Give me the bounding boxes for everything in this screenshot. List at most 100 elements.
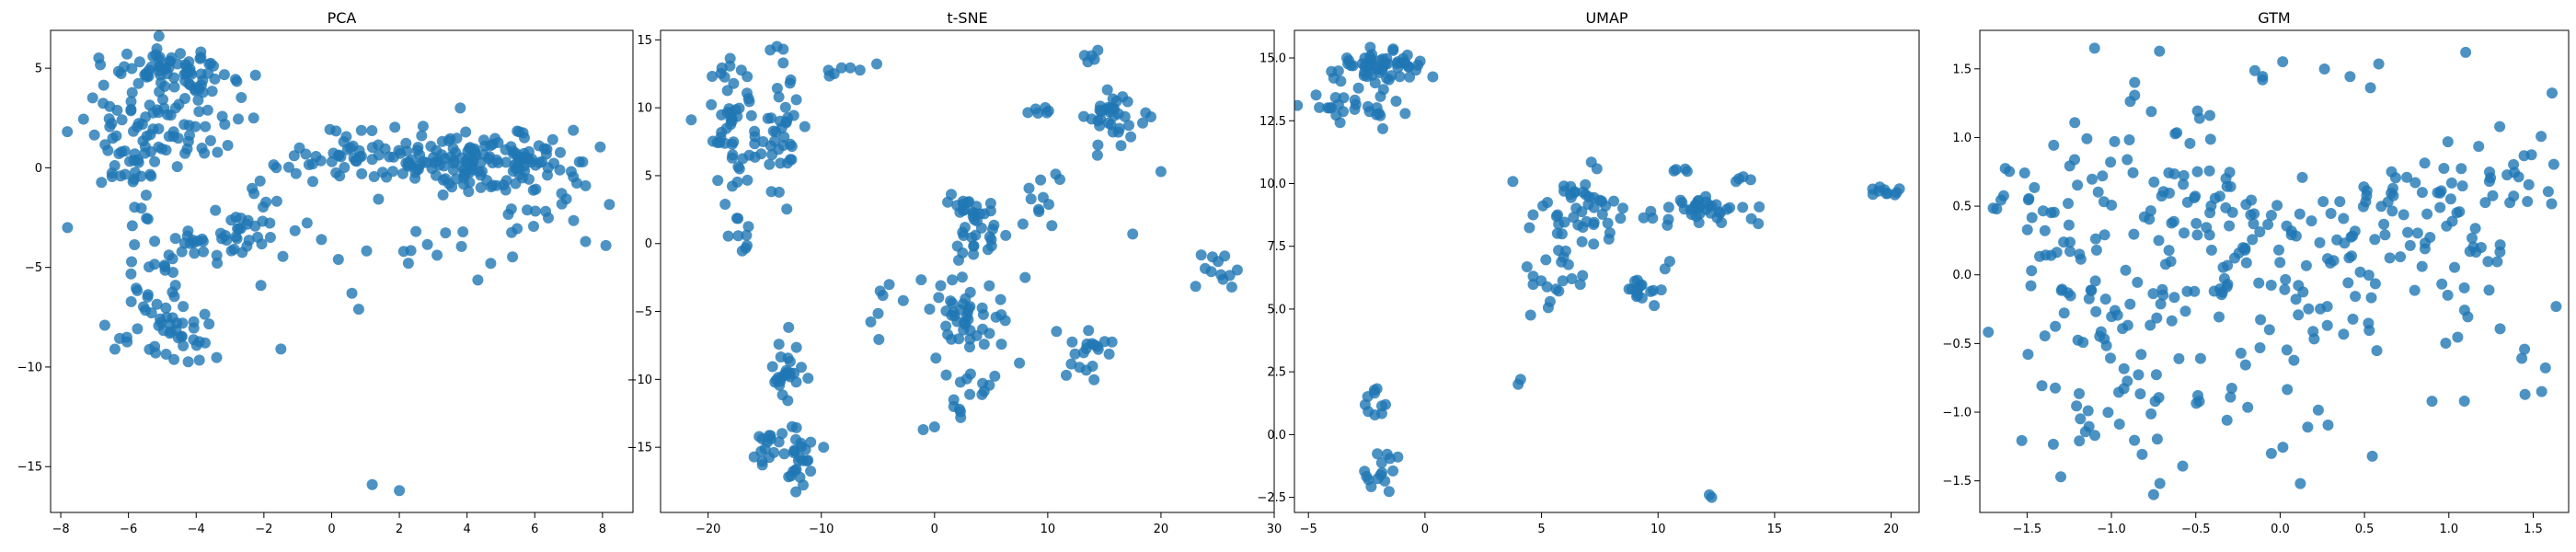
data-point (975, 222, 987, 234)
data-point (776, 428, 788, 440)
data-point (132, 323, 144, 335)
data-point (109, 160, 121, 171)
data-point (184, 130, 195, 141)
y-tick-label: 2.5 (1267, 366, 1286, 380)
data-point (2416, 260, 2428, 272)
data-point (341, 144, 353, 155)
data-point (209, 73, 221, 85)
data-point (989, 370, 1001, 382)
data-point (2173, 352, 2185, 364)
data-point (2338, 328, 2350, 340)
data-point (1023, 182, 1035, 194)
data-point (2085, 284, 2097, 296)
data-point (473, 166, 485, 178)
data-point (1190, 281, 1202, 293)
x-tick-label: 5 (1537, 523, 1545, 536)
data-point (775, 351, 787, 362)
data-point (400, 137, 412, 149)
data-point (1080, 342, 1092, 354)
data-point (290, 167, 302, 179)
data-point (915, 274, 927, 286)
pca-title: PCA (328, 9, 357, 27)
data-point (315, 155, 327, 167)
x-tick-label: 10 (1650, 523, 1666, 536)
umap-title: UMAP (1585, 9, 1627, 27)
data-point (2178, 169, 2190, 181)
data-point (2296, 171, 2308, 183)
data-point (2483, 176, 2495, 188)
data-point (62, 126, 74, 138)
data-point (164, 328, 176, 339)
data-point (942, 196, 954, 208)
data-point (160, 144, 172, 156)
data-point (188, 316, 200, 328)
data-point (2546, 198, 2558, 210)
umap-points (1294, 41, 1905, 503)
data-point (169, 280, 181, 292)
data-point (1638, 212, 1650, 224)
data-point (742, 221, 754, 233)
data-point (968, 240, 980, 252)
data-point (141, 131, 153, 142)
data-point (2364, 82, 2376, 94)
x-tick-label: 30 (1267, 523, 1282, 536)
data-point (339, 162, 351, 173)
data-point (2516, 352, 2528, 364)
data-point (171, 161, 183, 173)
data-point (1374, 67, 1386, 78)
data-point (1591, 163, 1603, 175)
data-point (2118, 362, 2130, 374)
data-point (2145, 106, 2157, 118)
data-point (1581, 215, 1593, 227)
data-point (2445, 177, 2457, 189)
data-point (737, 153, 749, 165)
data-point (115, 68, 127, 79)
data-point (2159, 259, 2171, 270)
data-point (1155, 166, 1167, 178)
data-point (2166, 315, 2178, 327)
data-point (199, 147, 211, 159)
data-point (1294, 99, 1304, 111)
data-point (439, 153, 451, 165)
data-point (485, 258, 497, 270)
x-tick-label: 1.5 (2524, 523, 2543, 536)
data-point (1663, 256, 1675, 268)
data-point (62, 222, 74, 234)
data-point (131, 282, 142, 294)
data-point (2105, 156, 2117, 168)
data-point (2072, 179, 2084, 191)
data-point (2248, 208, 2260, 220)
data-point (2221, 414, 2233, 426)
data-point (206, 86, 218, 98)
data-point (1017, 218, 1029, 230)
x-tick-label: 4 (464, 523, 471, 536)
x-tick-label: −1.0 (2097, 523, 2126, 536)
data-point (988, 219, 1000, 231)
data-point (523, 173, 535, 185)
data-point (2328, 255, 2340, 267)
data-point (1025, 193, 1037, 205)
data-point (1040, 102, 1052, 113)
data-point (149, 236, 161, 247)
data-point (2321, 301, 2333, 313)
data-point (971, 329, 983, 341)
data-point (115, 170, 127, 182)
data-point (2022, 349, 2034, 361)
data-point (2401, 171, 2413, 183)
data-point (2224, 220, 2236, 232)
data-point (543, 212, 554, 224)
data-point (2016, 434, 2028, 446)
y-tick-label: −1.5 (1942, 475, 1972, 489)
data-point (2134, 388, 2146, 400)
data-point (275, 343, 287, 355)
data-point (1558, 216, 1570, 228)
data-point (192, 94, 204, 106)
data-point (255, 280, 267, 292)
data-point (546, 133, 558, 145)
data-point (2224, 167, 2236, 178)
data-point (1088, 374, 1100, 385)
data-point (2177, 460, 2189, 472)
data-point (999, 315, 1011, 327)
data-point (88, 129, 100, 141)
tsne-points (685, 40, 1243, 498)
